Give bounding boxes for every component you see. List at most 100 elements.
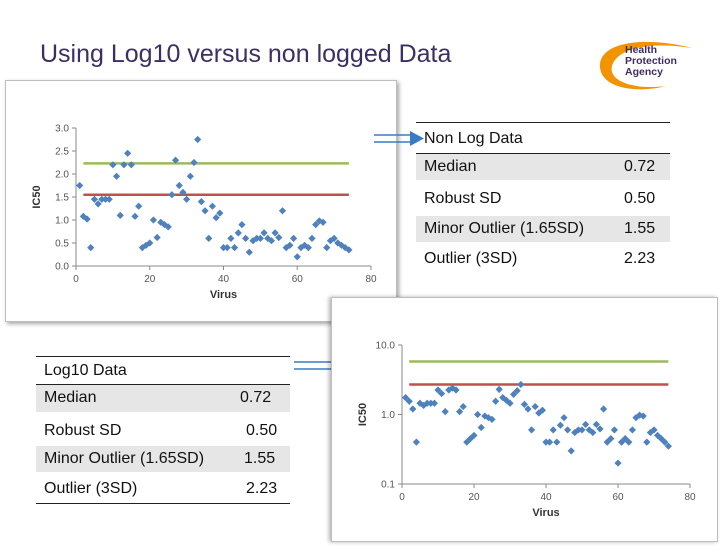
non-log-chart-svg: 0.0 0.5 1.0 1.5 2.0 2.5 3.0 0 20 40 60 80 Virus IC50 <box>31 124 377 302</box>
y-axis-label: IC50 <box>31 185 43 208</box>
data-point <box>596 425 604 433</box>
data-point <box>116 211 124 219</box>
x-tick-label: 0 <box>73 274 79 285</box>
row-label: Median <box>44 389 97 406</box>
x-tick-label: 60 <box>612 492 624 503</box>
data-point <box>212 214 220 222</box>
data-point <box>223 244 231 252</box>
table-row: Minor Outlier (1.65SD) 1.55 <box>416 216 670 242</box>
data-point <box>531 402 539 411</box>
table-row: Median 0.72 <box>36 385 290 412</box>
data-point <box>412 438 420 446</box>
data-point <box>477 423 485 432</box>
table-bottom-rule <box>36 503 290 504</box>
data-point <box>452 386 460 394</box>
log10-table-header: Log10 Data <box>44 362 127 379</box>
table-row: Minor Outlier (1.65SD) 1.55 <box>36 446 290 472</box>
data-point <box>592 420 600 429</box>
data-point <box>492 397 500 405</box>
data-point <box>614 459 622 467</box>
data-point <box>610 426 618 434</box>
log10-table: Log10 Data Median 0.72 Robust SD 0.50 Mi… <box>36 356 290 506</box>
table-top-rule <box>36 356 290 357</box>
non-log-table-header: Non Log Data <box>424 130 523 147</box>
data-point <box>234 229 242 237</box>
y-tick-label: 1.0 <box>381 410 395 421</box>
data-point <box>312 221 320 229</box>
data-point <box>524 405 532 413</box>
data-point <box>650 426 658 434</box>
data-point <box>194 135 202 144</box>
data-point <box>535 409 543 417</box>
data-point <box>105 195 113 203</box>
data-point <box>120 161 128 169</box>
data-point <box>201 207 209 215</box>
row-value: 0.50 <box>624 190 656 207</box>
data-point <box>76 181 84 190</box>
data-point <box>216 209 224 217</box>
data-point <box>506 399 514 407</box>
arrow-to-non-log-table-icon <box>374 131 424 146</box>
data-point <box>308 234 316 242</box>
data-point <box>628 426 636 434</box>
data-point <box>238 221 246 229</box>
data-point <box>607 435 615 443</box>
data-point <box>646 428 654 437</box>
table-row: Outlier (3SD) 2.23 <box>416 246 670 272</box>
data-point <box>330 234 338 242</box>
y-tick-label: 0.5 <box>55 239 69 250</box>
data-point <box>98 195 106 203</box>
data-point <box>499 394 507 402</box>
data-point <box>253 234 261 242</box>
y-tick-label: 10.0 <box>376 341 396 352</box>
data-point <box>267 237 276 245</box>
row-value: 2.23 <box>246 480 278 497</box>
row-label: Robust SD <box>424 190 502 207</box>
data-point <box>474 410 482 419</box>
data-point <box>456 408 464 416</box>
data-point <box>197 198 205 206</box>
data-point <box>186 172 194 180</box>
data-point <box>643 438 651 446</box>
data-point <box>179 188 187 196</box>
row-value: 2.23 <box>624 250 656 267</box>
data-point <box>87 244 95 252</box>
data-point <box>256 234 264 242</box>
data-point <box>345 246 353 254</box>
row-label: Minor Outlier (1.65SD) <box>44 450 205 467</box>
data-point <box>175 181 183 190</box>
data-point <box>227 234 235 242</box>
data-point <box>109 161 117 169</box>
data-point <box>553 438 561 446</box>
row-label: Outlier (3SD) <box>44 480 138 497</box>
data-point <box>230 244 239 252</box>
data-point <box>293 253 301 261</box>
data-point <box>510 390 518 398</box>
data-point <box>488 415 496 424</box>
data-point <box>409 405 417 413</box>
x-axis-label: Virus <box>532 507 559 519</box>
data-point <box>168 191 176 199</box>
data-point <box>484 414 492 422</box>
data-point <box>242 234 250 242</box>
row-label: Robust SD <box>44 422 122 439</box>
data-point <box>560 414 568 422</box>
data-point <box>517 380 525 389</box>
table-row: Robust SD 0.50 <box>36 418 290 444</box>
slide-title: Using Log10 versus non logged Data <box>40 40 452 68</box>
x-tick-label: 80 <box>684 492 696 503</box>
data-point <box>164 223 172 231</box>
x-tick-label: 40 <box>218 274 230 285</box>
data-point <box>131 212 139 220</box>
data-point <box>323 244 331 252</box>
data-point <box>245 248 253 256</box>
log10-chart: 0.1 1.0 10.0 0 20 40 60 80 Virus IC50 <box>331 297 718 542</box>
data-point <box>319 218 327 226</box>
data-point <box>582 420 590 429</box>
data-point <box>636 411 644 419</box>
data-point <box>495 385 503 393</box>
row-label: Outlier (3SD) <box>424 250 518 267</box>
logo-line-2: Protection <box>625 55 677 67</box>
table-header-rule <box>416 153 670 154</box>
data-point <box>205 234 213 242</box>
